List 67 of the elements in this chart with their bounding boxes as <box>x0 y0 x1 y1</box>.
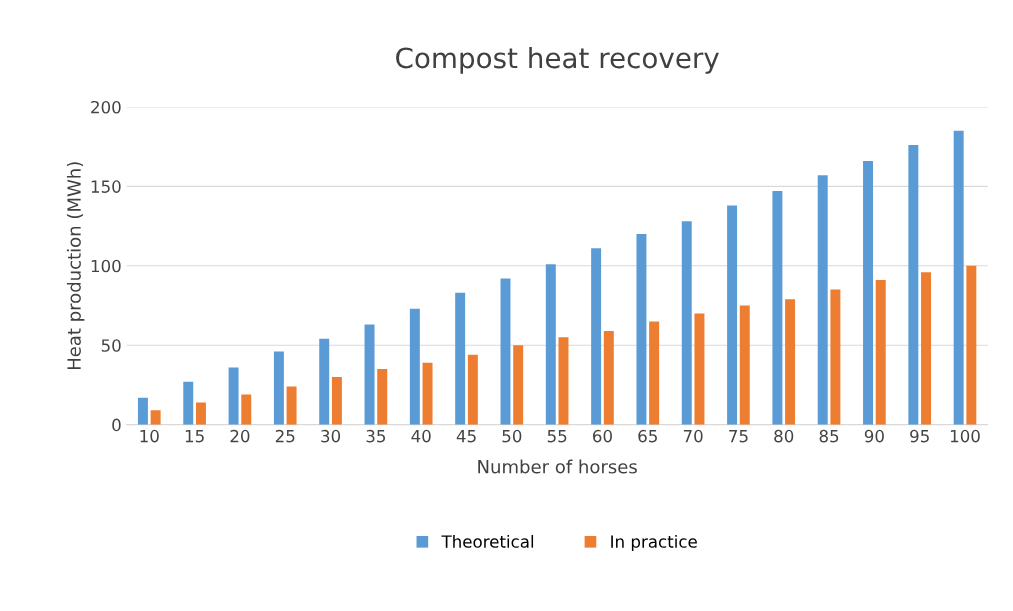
bar <box>863 160 874 425</box>
bar <box>727 205 738 425</box>
x-tick-label: 15 <box>185 430 204 443</box>
bar <box>137 397 148 425</box>
bar <box>467 354 478 425</box>
bar <box>817 175 828 425</box>
bar <box>150 410 161 425</box>
legend-label: In practice <box>611 534 697 552</box>
y-tick-label: 0 <box>112 418 121 432</box>
bar <box>694 313 705 425</box>
bar <box>228 367 239 425</box>
x-tick-label: 25 <box>275 429 295 443</box>
bar <box>603 330 614 425</box>
bar <box>875 280 886 425</box>
x-axis-title: Number of horses <box>478 459 637 474</box>
x-tick-label: 100 <box>950 429 980 443</box>
x-tick-label: 50 <box>502 429 522 443</box>
bar <box>545 264 556 425</box>
legend-label: Theoretical <box>441 534 534 548</box>
bar <box>908 145 919 425</box>
x-tick-label: 40 <box>411 429 431 443</box>
bar <box>286 386 297 425</box>
bar <box>636 234 647 425</box>
x-tick-label: 90 <box>864 429 884 443</box>
y-axis-title: Heat production (MWh) <box>66 162 85 370</box>
bar <box>377 369 388 425</box>
bar <box>953 130 964 425</box>
y-tick-label: 200 <box>91 100 121 114</box>
bar <box>273 351 284 425</box>
bar <box>772 191 783 425</box>
bar <box>422 362 433 425</box>
x-tick-label: 60 <box>593 429 612 443</box>
bar <box>409 308 420 425</box>
x-tick-label: 30 <box>321 429 341 443</box>
bar <box>649 321 660 425</box>
y-tick-label: 150 <box>91 180 121 193</box>
x-tick-label: 20 <box>230 429 250 443</box>
x-tick-label: 80 <box>774 429 794 443</box>
x-tick-label: 70 <box>683 429 703 443</box>
bar <box>183 381 194 425</box>
bar <box>331 376 342 425</box>
bar <box>319 338 330 425</box>
bar <box>513 345 524 425</box>
bar <box>364 324 375 425</box>
x-tick-label: 10 <box>140 429 159 443</box>
bar <box>455 292 466 425</box>
x-tick-label: 75 <box>729 430 748 443</box>
x-tick-label: 85 <box>819 429 839 443</box>
x-tick-label: 35 <box>366 429 386 443</box>
bar <box>195 402 206 425</box>
bar <box>921 272 932 425</box>
chart-title: Compost heat recovery <box>396 46 719 74</box>
bar <box>830 289 841 425</box>
bar <box>241 394 252 425</box>
bar <box>558 337 569 425</box>
bar <box>966 265 977 425</box>
bar <box>785 299 796 425</box>
bar <box>591 248 602 425</box>
bar <box>500 278 511 425</box>
x-tick-label: 65 <box>638 429 657 443</box>
x-tick-label: 55 <box>547 430 567 443</box>
bar <box>681 221 692 425</box>
y-tick-label: 50 <box>101 339 121 352</box>
x-tick-label: 95 <box>910 429 929 443</box>
y-tick-label: 100 <box>91 259 121 273</box>
x-tick-label: 45 <box>456 430 476 443</box>
bar <box>739 305 750 425</box>
